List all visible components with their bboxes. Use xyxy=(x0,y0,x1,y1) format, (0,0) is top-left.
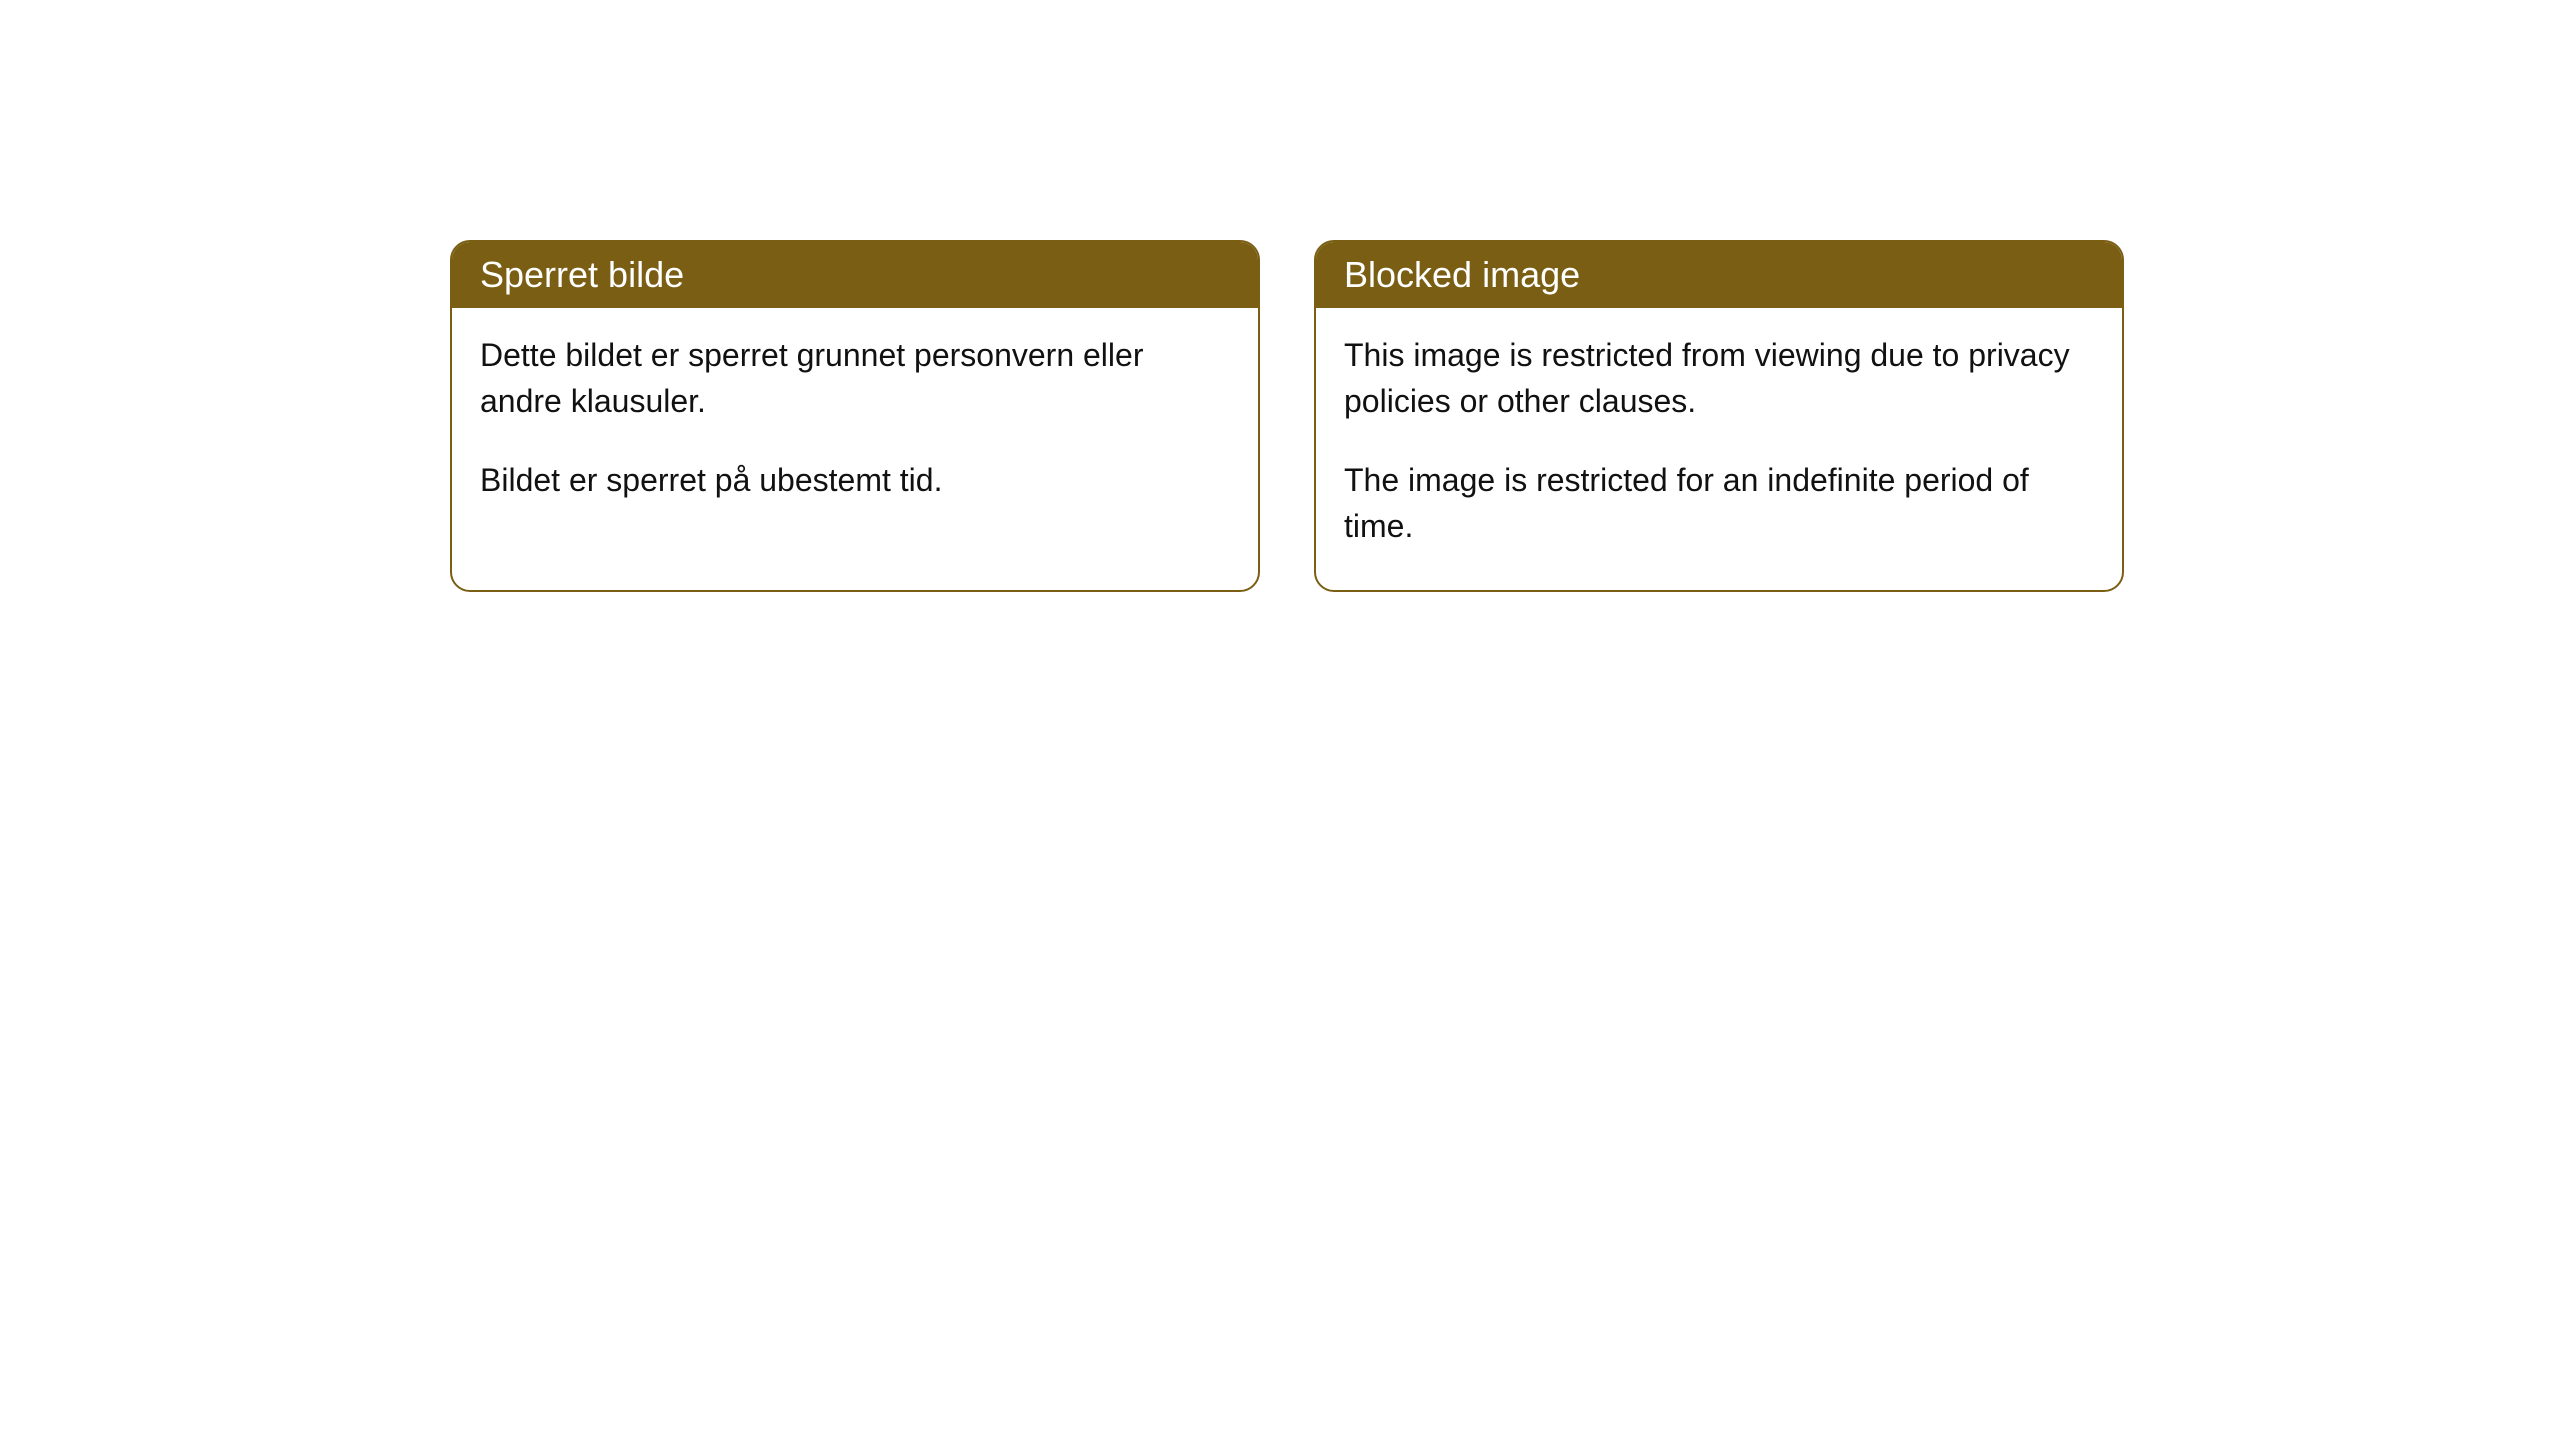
notice-paragraph: The image is restricted for an indefinit… xyxy=(1344,457,2094,550)
notice-header-norwegian: Sperret bilde xyxy=(452,242,1258,308)
notice-paragraph: Dette bildet er sperret grunnet personve… xyxy=(480,332,1230,425)
notice-paragraph: Bildet er sperret på ubestemt tid. xyxy=(480,457,1230,503)
notice-container: Sperret bilde Dette bildet er sperret gr… xyxy=(0,0,2560,592)
notice-body-english: This image is restricted from viewing du… xyxy=(1316,308,2122,590)
notice-title: Blocked image xyxy=(1344,254,1580,295)
notice-card-english: Blocked image This image is restricted f… xyxy=(1314,240,2124,592)
notice-card-norwegian: Sperret bilde Dette bildet er sperret gr… xyxy=(450,240,1260,592)
notice-body-norwegian: Dette bildet er sperret grunnet personve… xyxy=(452,308,1258,543)
notice-header-english: Blocked image xyxy=(1316,242,2122,308)
notice-paragraph: This image is restricted from viewing du… xyxy=(1344,332,2094,425)
notice-title: Sperret bilde xyxy=(480,254,684,295)
